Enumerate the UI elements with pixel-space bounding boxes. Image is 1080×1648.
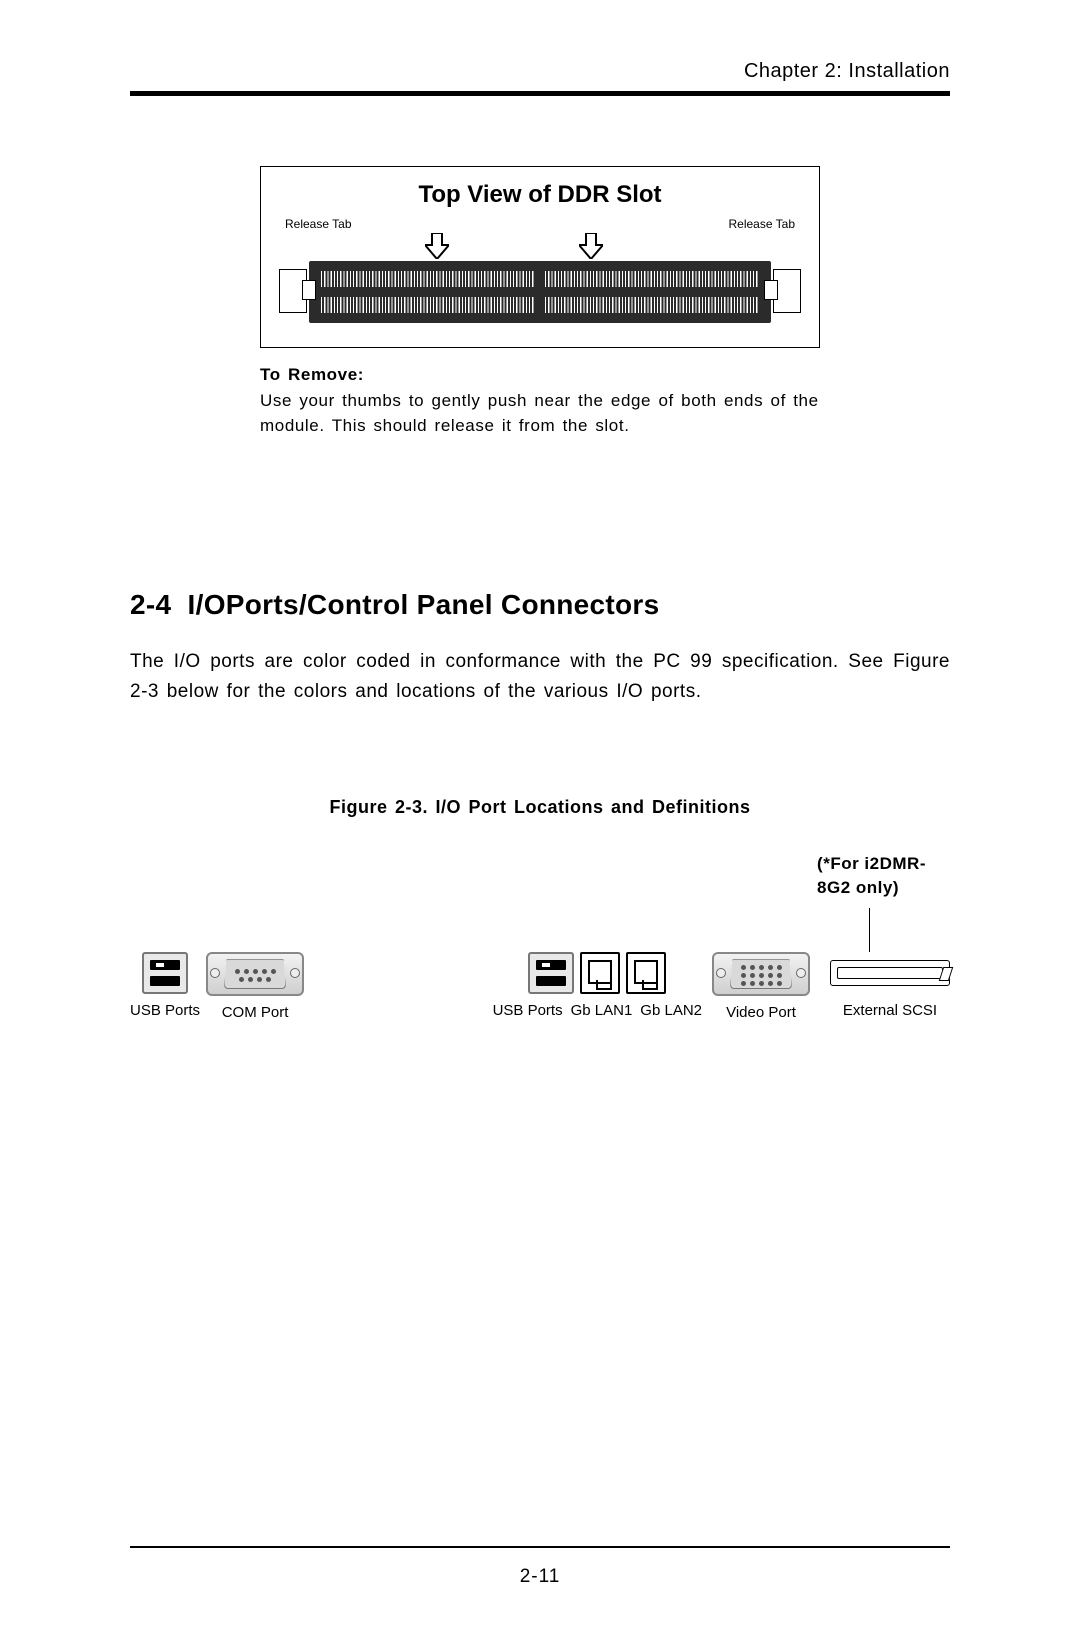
footer-rule xyxy=(130,1546,950,1548)
ddr-caption-heading: To Remove: xyxy=(260,365,364,384)
ddr-arrow-row xyxy=(279,233,801,259)
io-note-leader-line xyxy=(869,908,871,952)
ddr-pins-top xyxy=(321,271,759,287)
section-title: I/OPorts/Control Panel Connectors xyxy=(188,589,660,620)
usb-right-label: USB Ports xyxy=(493,1002,563,1019)
io-ports-row: USB Ports COM Port xyxy=(130,952,950,1021)
io-group-com: COM Port xyxy=(206,952,304,1021)
io-figure-title: Figure 2-3. I/O Port Locations and Defin… xyxy=(130,797,950,818)
io-group-scsi: External SCSI xyxy=(830,952,950,1019)
release-tab-left-label: Release Tab xyxy=(285,217,352,231)
io-note: (*For i2DMR- 8G2 only) xyxy=(817,852,926,900)
ddr-slot-figure: Top View of DDR Slot Release Tab Release… xyxy=(260,166,820,439)
section-heading: 2-4 I/OPorts/Control Panel Connectors xyxy=(130,589,950,621)
ddr-release-tab-labels: Release Tab Release Tab xyxy=(279,217,801,231)
com-port-icon xyxy=(206,952,304,996)
ddr-slot-body xyxy=(309,261,771,323)
arrow-down-icon xyxy=(425,233,449,259)
io-note-line2: 8G2 only) xyxy=(817,878,899,897)
lan2-label: Gb LAN2 xyxy=(640,1002,702,1019)
usb-left-label: USB Ports xyxy=(130,1002,200,1019)
release-tab-right-label: Release Tab xyxy=(729,217,796,231)
external-scsi-label: External SCSI xyxy=(843,1002,937,1019)
ddr-caption: To Remove: Use your thumbs to gently pus… xyxy=(260,362,820,439)
chapter-header: Chapter 2: Installation xyxy=(130,60,950,91)
lan1-port-icon xyxy=(580,952,620,994)
header-rule xyxy=(130,91,950,96)
section-number: 2-4 xyxy=(130,589,171,620)
lan1-label: Gb LAN1 xyxy=(571,1002,633,1019)
lan2-port-icon xyxy=(626,952,666,994)
external-scsi-icon xyxy=(830,960,950,986)
ddr-slot-title: Top View of DDR Slot xyxy=(279,181,801,209)
ddr-slot-box: Top View of DDR Slot Release Tab Release… xyxy=(260,166,820,348)
section-body-text: The I/O ports are color coded in conform… xyxy=(130,647,950,708)
ddr-caption-body: Use your thumbs to gently push near the … xyxy=(260,391,819,436)
video-port-icon xyxy=(712,952,810,996)
io-group-video: Video Port xyxy=(712,952,810,1021)
ddr-release-tab-right xyxy=(773,269,801,313)
ddr-pins-bottom xyxy=(321,297,759,313)
ddr-slot-graphic xyxy=(279,261,801,327)
page-number: 2-11 xyxy=(130,1566,950,1588)
io-note-line1: (*For i2DMR- xyxy=(817,854,926,873)
io-group-usb-lan: USB Ports Gb LAN1 Gb LAN2 xyxy=(493,952,702,1019)
usb-ports-icon xyxy=(142,952,188,994)
video-port-label: Video Port xyxy=(726,1004,796,1021)
io-group-usb-left: USB Ports xyxy=(130,952,200,1019)
com-port-label: COM Port xyxy=(222,1004,289,1021)
page: Chapter 2: Installation Top View of DDR … xyxy=(40,20,1040,1628)
page-footer: 2-11 xyxy=(130,1546,950,1588)
usb-ports-icon xyxy=(528,952,574,994)
ddr-release-tab-left xyxy=(279,269,307,313)
com-port-pins xyxy=(224,959,286,989)
arrow-down-icon xyxy=(579,233,603,259)
io-ports-figure: (*For i2DMR- 8G2 only) USB Ports COM Por… xyxy=(130,938,950,1078)
video-port-pins xyxy=(730,959,792,989)
